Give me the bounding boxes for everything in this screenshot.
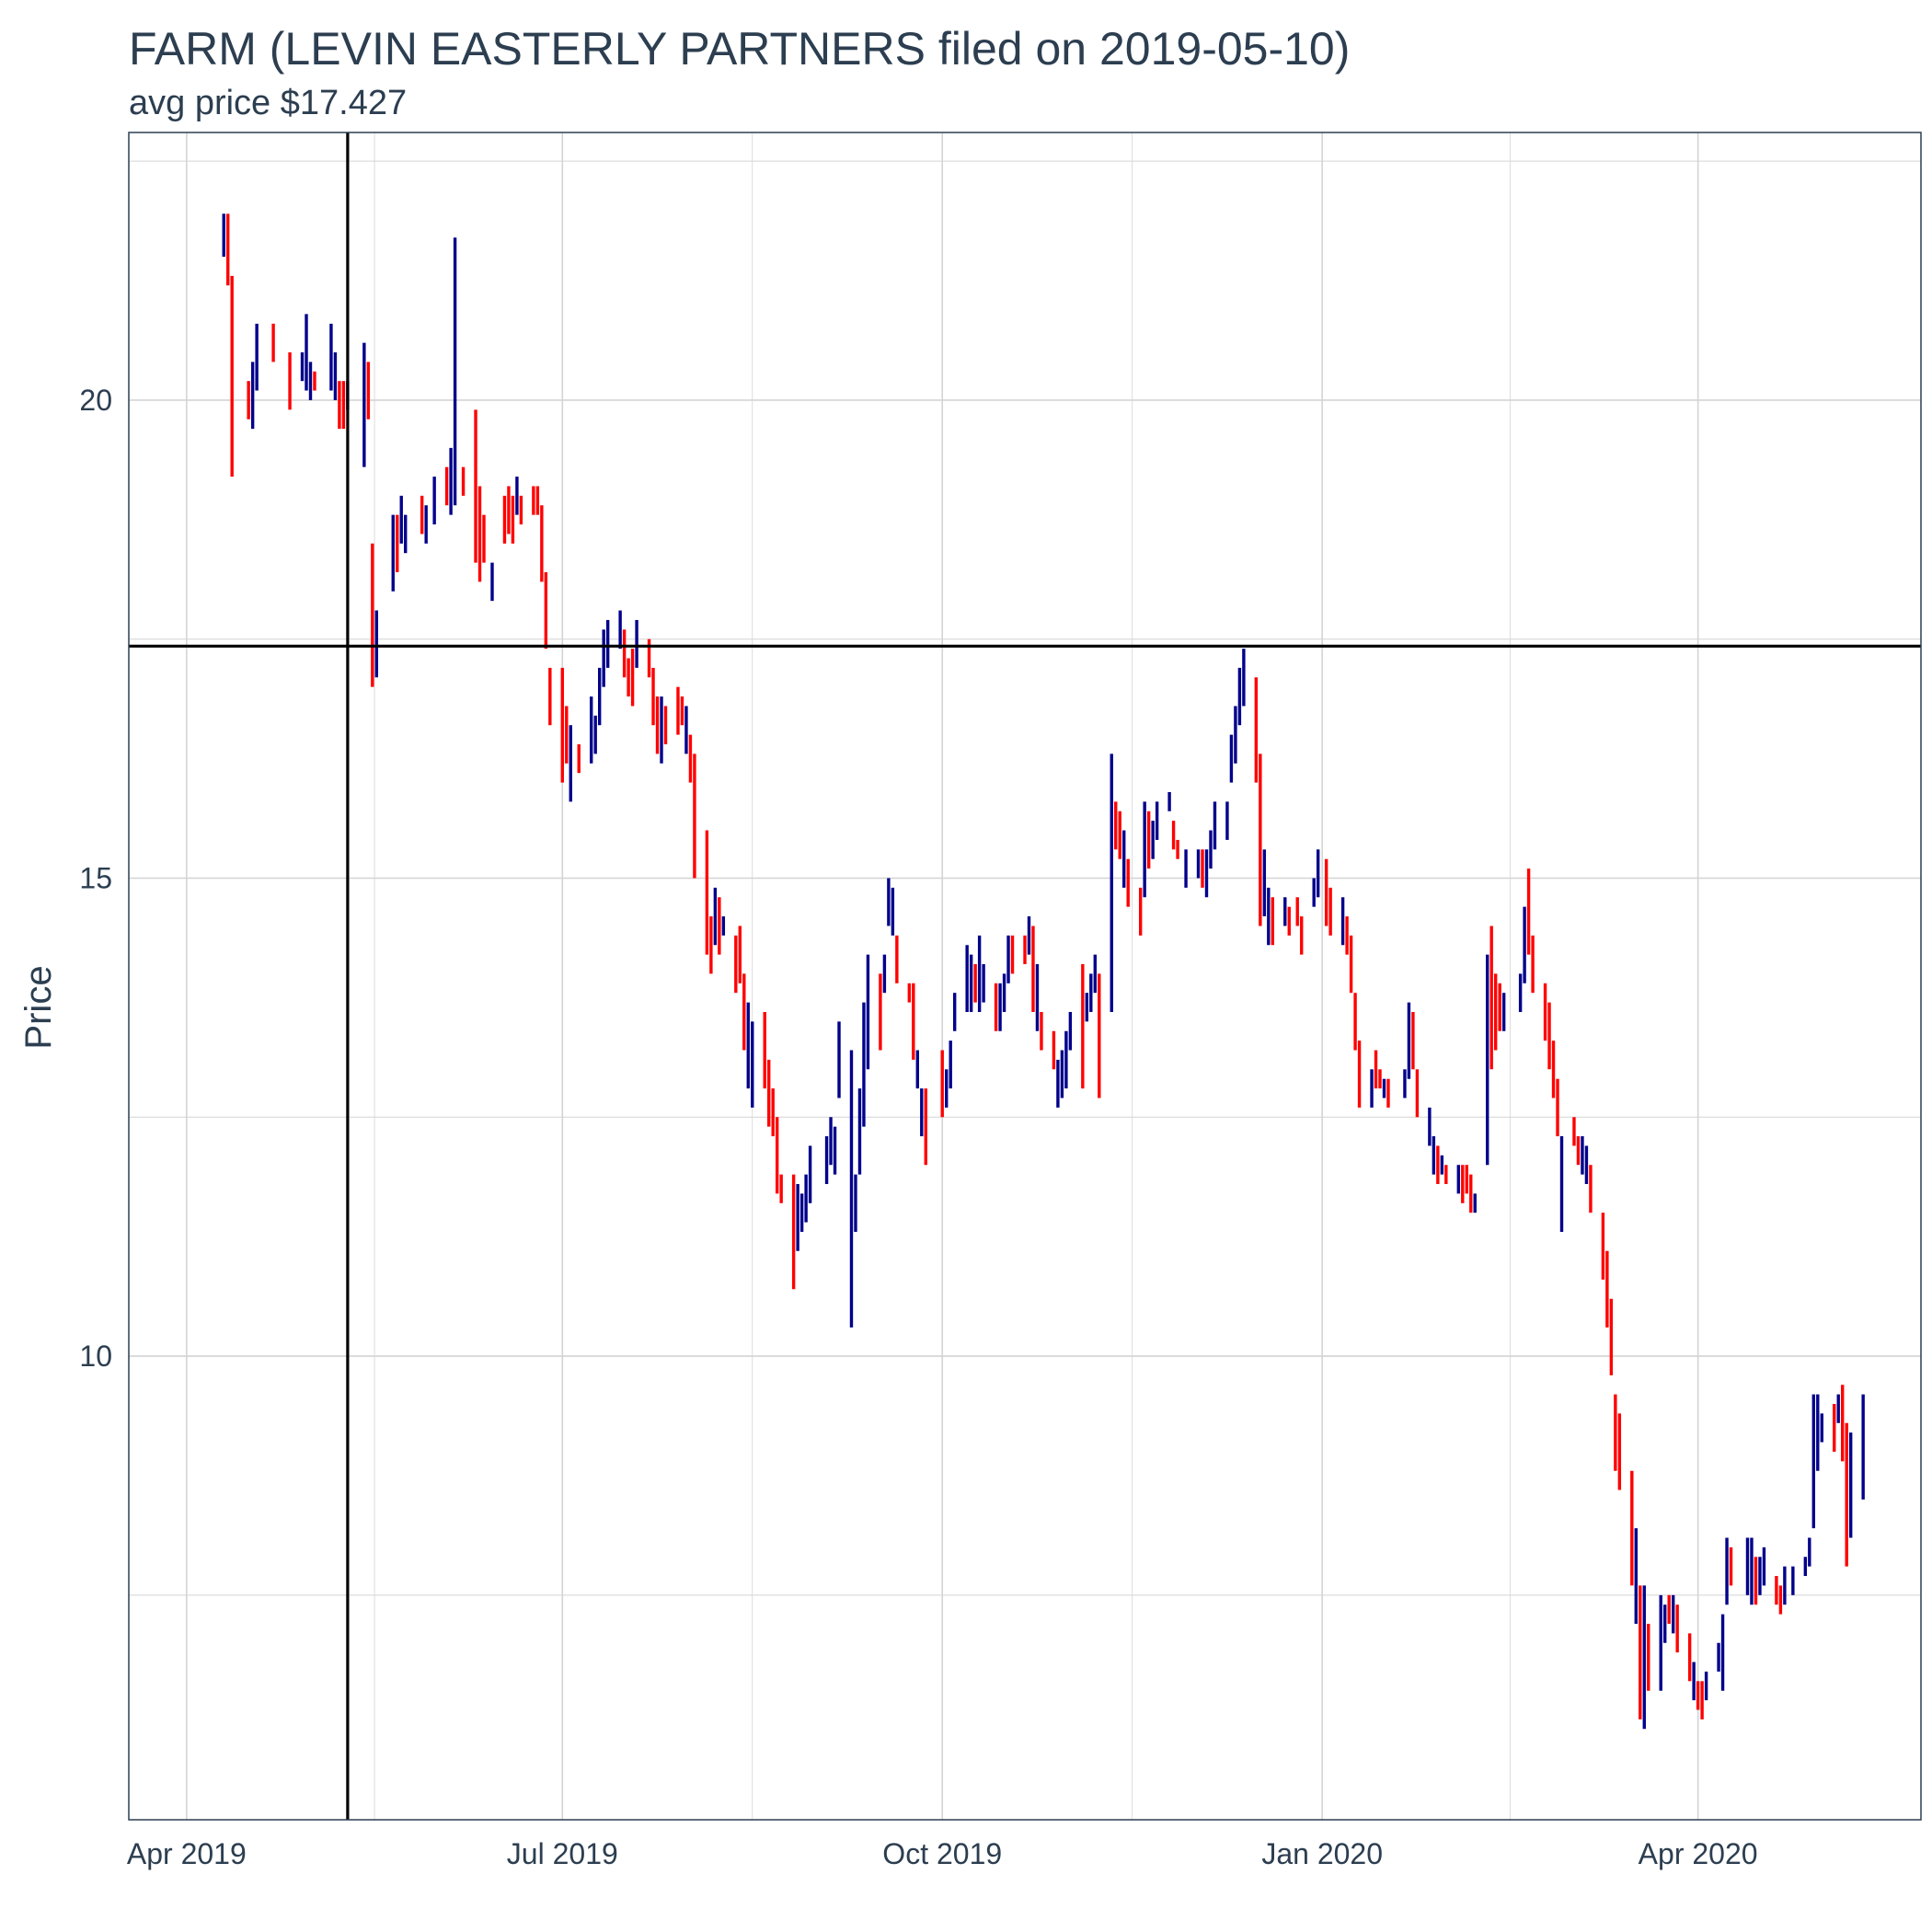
x-tick-label: Jan 2020	[1261, 1837, 1383, 1870]
x-tick-label: Apr 2020	[1639, 1837, 1758, 1870]
y-tick-label: 10	[79, 1340, 112, 1373]
y-axis-title: Price	[18, 965, 59, 1049]
reference-lines	[129, 132, 1921, 1820]
x-tick-label: Oct 2019	[882, 1837, 1002, 1870]
chart-title: FARM (LEVIN EASTERLY PARTNERS filed on 2…	[129, 23, 1350, 75]
chart-subtitle: avg price $17.427	[129, 84, 407, 122]
y-axis-ticks: 10 15 20	[79, 384, 112, 1373]
y-tick-label: 20	[79, 384, 112, 417]
x-tick-label: Jul 2019	[507, 1837, 618, 1870]
gridlines	[129, 132, 1921, 1820]
y-tick-label: 15	[79, 861, 112, 894]
price-bars	[222, 213, 1865, 1730]
plot-panel-border	[128, 132, 1922, 1821]
x-tick-label: Apr 2019	[127, 1837, 247, 1870]
x-axis-ticks: Apr 2019 Jul 2019 Oct 2019 Jan 2020 Apr 2020	[127, 1837, 1758, 1870]
